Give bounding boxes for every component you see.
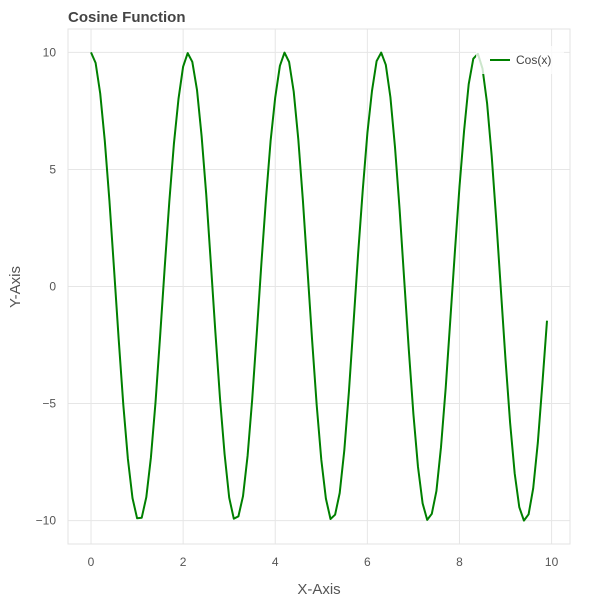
chart-title: Cosine Function (68, 9, 186, 26)
x-axis-label: X-Axis (297, 581, 340, 598)
y-tick-labels: 10 5 0 −5 −10 (36, 45, 57, 527)
x-tick-labels: 0 2 4 6 8 10 (88, 555, 559, 569)
y-tick-label: −5 (42, 397, 56, 411)
legend-entry-cos: Cos(x) (516, 53, 551, 67)
plot-frame (67, 28, 571, 545)
y-tick-label: 10 (43, 45, 57, 59)
x-tick-label: 10 (545, 555, 559, 569)
x-tick-label: 0 (88, 555, 95, 569)
x-tick-label: 6 (364, 555, 371, 569)
x-tick-label: 4 (272, 555, 279, 569)
grid (68, 29, 570, 544)
x-tick-label: 8 (456, 555, 463, 569)
series-line-cos (90, 51, 548, 522)
series-layer (90, 51, 548, 522)
legend: Cos(x) (476, 46, 564, 74)
y-tick-label: 5 (49, 162, 56, 176)
x-tick-label: 2 (180, 555, 187, 569)
y-axis-label: Y-Axis (7, 266, 24, 308)
y-tick-label: 0 (49, 280, 56, 294)
y-tick-label: −10 (36, 514, 57, 528)
